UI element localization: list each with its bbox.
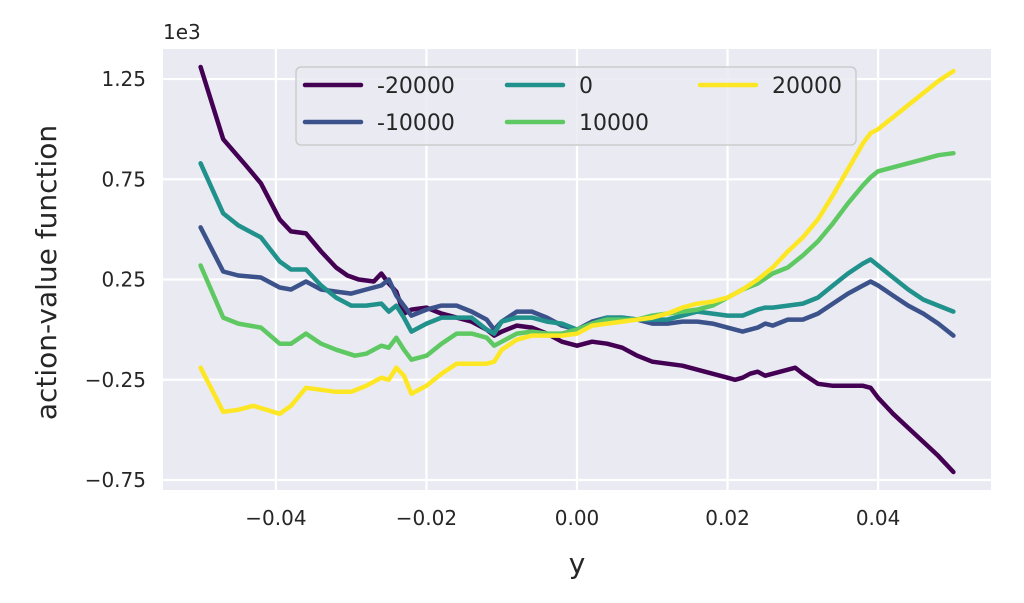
y-axis-title: action-value function — [30, 125, 63, 420]
y-tick-label: −0.25 — [85, 368, 146, 392]
x-tick-label: −0.02 — [396, 506, 457, 530]
legend-label: 10000 — [579, 111, 649, 136]
x-tick-label: 0.00 — [555, 506, 600, 530]
y-tick-label: 1.25 — [101, 67, 146, 91]
legend: -20000 -10000 0 10000 20000 — [295, 66, 857, 146]
series-line — [198, 64, 956, 475]
y-tick-label: 0.25 — [101, 268, 146, 292]
x-tick-label: 0.04 — [856, 506, 901, 530]
series-line — [198, 68, 956, 417]
series-line — [198, 150, 956, 362]
legend-label: 20000 — [772, 74, 842, 99]
y-axis-offset-label: 1e3 — [163, 20, 201, 44]
y-tick-label: 0.75 — [101, 167, 146, 191]
x-tick-label: 0.02 — [705, 506, 750, 530]
legend-label: -10000 — [377, 111, 455, 136]
legend-label: -20000 — [377, 74, 455, 99]
y-tick-label: −0.75 — [85, 468, 146, 492]
series-lines — [198, 64, 956, 475]
legend-label: 0 — [579, 74, 593, 99]
x-axis-title: y — [569, 547, 586, 580]
x-tick-label: −0.04 — [245, 506, 306, 530]
tick-labels: −0.04 −0.02 0.00 0.02 0.04 −0.75 −0.25 0.25 0.75… — [85, 67, 901, 530]
